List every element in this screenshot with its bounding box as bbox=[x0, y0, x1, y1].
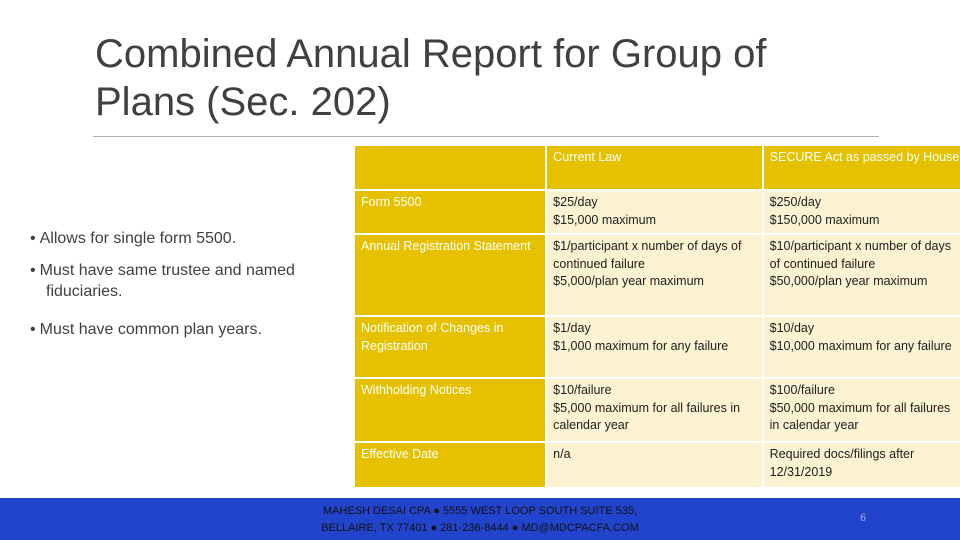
secure-act-cell: $10/participant x number of days of cont… bbox=[761, 234, 960, 317]
table-header-cell: Current Law bbox=[545, 146, 763, 191]
row-label: Withholding Notices bbox=[355, 378, 547, 443]
bullet-text: Must have same trustee and named bbox=[39, 262, 295, 279]
table-row: Withholding Notices $10/failure $5,000 m… bbox=[355, 378, 960, 443]
bullet-item: • Must have common plan years. bbox=[30, 319, 350, 340]
footer-line-2: BELLAIRE, TX 77401 ● 281-236-8444 ● MD@M… bbox=[321, 522, 639, 534]
current-law-cell: $1/day $1,000 maximum for any failure bbox=[545, 316, 763, 379]
row-label: Notification of Changes in Registration bbox=[355, 316, 547, 379]
bullet-item: • Allows for single form 5500. bbox=[30, 228, 350, 249]
table-header-cell bbox=[355, 146, 547, 191]
current-law-cell: $25/day $15,000 maximum bbox=[545, 190, 763, 235]
bullet-icon: • bbox=[30, 230, 36, 247]
bullet-icon: • bbox=[30, 262, 36, 279]
secure-act-cell: $100/failure $50,000 maximum for all fai… bbox=[761, 378, 960, 443]
title-divider bbox=[93, 136, 879, 137]
footer-bar: MAHESH DESAI CPA ● 5555 WEST LOOP SOUTH … bbox=[0, 498, 960, 540]
bullet-icon: • bbox=[30, 321, 36, 338]
current-law-cell: $10/failure $5,000 maximum for all failu… bbox=[545, 378, 763, 443]
slide-title: Combined Annual Report for Group of Plan… bbox=[95, 32, 767, 124]
table-header-cell: SECURE Act as passed by House bbox=[761, 146, 960, 191]
table-row: Form 5500 $25/day $15,000 maximum $250/d… bbox=[355, 190, 960, 235]
table-row: Notification of Changes in Registration … bbox=[355, 316, 960, 379]
row-label: Annual Registration Statement bbox=[355, 234, 547, 317]
footer-line-1: MAHESH DESAI CPA ● 5555 WEST LOOP SOUTH … bbox=[322, 505, 638, 517]
table-row: Effective Date n/a Required docs/filings… bbox=[355, 442, 960, 487]
row-label: Form 5500 bbox=[355, 190, 547, 235]
bullet-continuation: fiduciaries. bbox=[46, 283, 123, 300]
secure-act-cell: $10/day $10,000 maximum for any failure bbox=[761, 316, 960, 379]
page-number: 6 bbox=[860, 512, 867, 524]
secure-act-cell: $250/day $150,000 maximum bbox=[761, 190, 960, 235]
bullet-text: Must have common plan years. bbox=[39, 321, 262, 338]
secure-act-cell: Required docs/filings after 12/31/2019 bbox=[761, 442, 960, 487]
current-law-cell: $1/participant x number of days of conti… bbox=[545, 234, 763, 317]
current-law-cell: n/a bbox=[545, 442, 763, 487]
table-row: Annual Registration Statement $1/partici… bbox=[355, 234, 960, 317]
penalty-comparison-table: Current Law SECURE Act as passed by Hous… bbox=[355, 146, 960, 487]
row-label: Effective Date bbox=[355, 442, 547, 487]
bullet-text: Allows for single form 5500. bbox=[39, 230, 237, 247]
table-header-row: Current Law SECURE Act as passed by Hous… bbox=[355, 146, 960, 191]
footer-address: MAHESH DESAI CPA ● 5555 WEST LOOP SOUTH … bbox=[280, 503, 680, 537]
bullet-item: • Must have same trustee and named fiduci… bbox=[30, 260, 350, 302]
